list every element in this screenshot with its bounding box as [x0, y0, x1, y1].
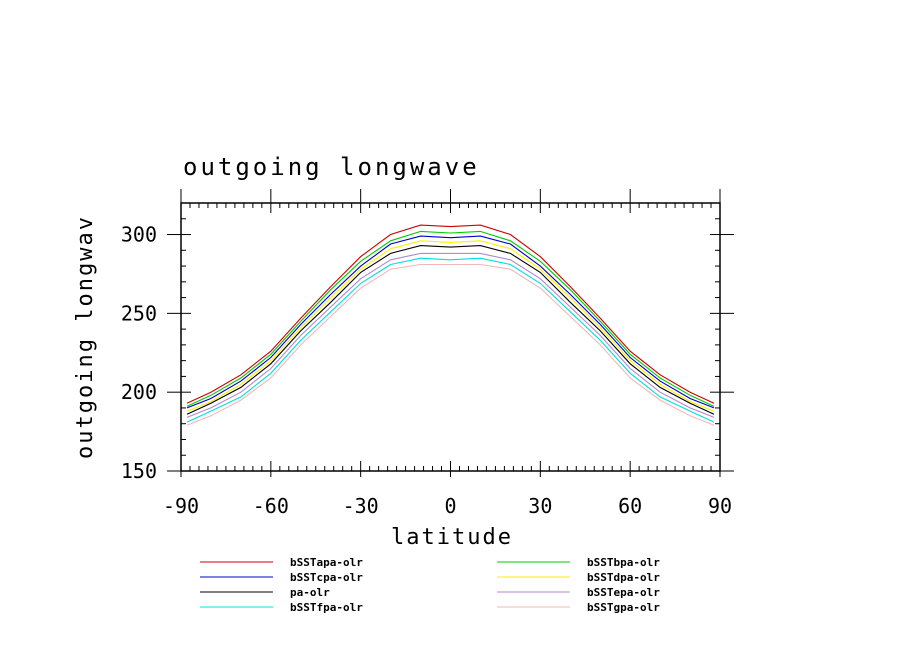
- y-tick-label: 200: [121, 380, 157, 404]
- x-tick-label: 30: [528, 494, 552, 518]
- legend-label: bSSTgpa-olr: [587, 601, 660, 614]
- legend-label: bSSTepa-olr: [587, 586, 660, 599]
- series-line-6: [186, 257, 715, 423]
- legend-label: bSSTapa-olr: [290, 556, 363, 569]
- x-tick-label: -30: [343, 494, 379, 518]
- series-line-1: [186, 230, 715, 407]
- series-line-2: [186, 235, 715, 409]
- legend-item: pa-olr: [200, 586, 330, 599]
- x-axis-label: latitude: [391, 525, 513, 550]
- y-tick-label: 150: [121, 459, 157, 483]
- legend-item: bSSTdpa-olr: [497, 571, 660, 584]
- legend-label: pa-olr: [290, 586, 330, 599]
- legend-item: bSSTepa-olr: [497, 586, 660, 599]
- series-line-3: [186, 240, 715, 412]
- plot-frame: [180, 202, 721, 472]
- legend-label: bSSTdpa-olr: [587, 571, 660, 584]
- series-layer: [186, 224, 715, 426]
- legend: bSSTapa-olr bSSTbpa-olr bSSTcpa-olr bSSTdpa…: [200, 556, 660, 614]
- chart-title: outgoing longwave: [183, 153, 480, 181]
- x-tick-label: 90: [708, 494, 732, 518]
- legend-item: bSSTgpa-olr: [497, 601, 660, 614]
- y-axis-label: outgoing longwav: [73, 215, 98, 459]
- legend-item: bSSTfpa-olr: [200, 601, 363, 614]
- legend-label: bSSTcpa-olr: [290, 571, 363, 584]
- legend-item: bSSTapa-olr: [200, 556, 363, 569]
- x-tick-label: -60: [253, 494, 289, 518]
- series-line-4: [186, 245, 715, 415]
- y-tick-label: 250: [121, 301, 157, 325]
- x-tick-label: 0: [444, 494, 456, 518]
- series-line-7: [186, 263, 715, 426]
- series-line-5: [186, 252, 715, 418]
- legend-item: bSSTbpa-olr: [497, 556, 660, 569]
- legend-label: bSSTfpa-olr: [290, 601, 363, 614]
- ticks-layer: -90 -60 -30 0 30 60 90 150 200 250 300: [121, 189, 734, 518]
- series-line-0: [186, 224, 715, 404]
- y-tick-label: 300: [121, 223, 157, 247]
- legend-label: bSSTbpa-olr: [587, 556, 660, 569]
- x-tick-label: -90: [163, 494, 199, 518]
- x-tick-label: 60: [618, 494, 642, 518]
- legend-item: bSSTcpa-olr: [200, 571, 363, 584]
